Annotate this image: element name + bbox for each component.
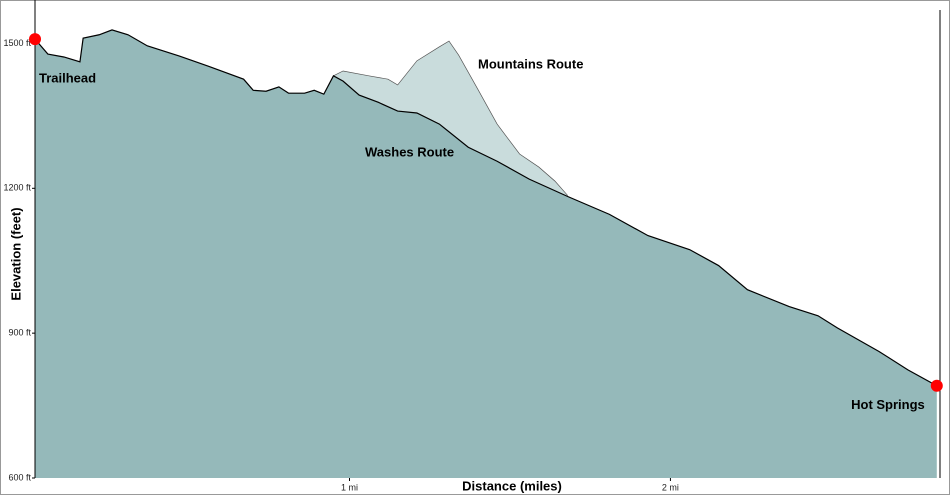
marker: [930, 379, 943, 392]
y-tick-label: 600 ft: [8, 472, 31, 482]
area-outline: [333, 40, 568, 196]
y-tick-label: 900 ft: [8, 328, 31, 338]
area-outline: [34, 29, 938, 387]
y-axis-title: Elevation (feet): [8, 207, 23, 300]
route-label: Mountains Route: [478, 56, 583, 71]
route-label: Washes Route: [365, 144, 454, 159]
y-tick-label: 1500 ft: [3, 38, 31, 48]
area: [35, 29, 937, 478]
marker-label: Trailhead: [39, 71, 96, 86]
x-tick-label: 2 mi: [662, 482, 679, 492]
y-tick-label: 1200 ft: [3, 183, 31, 193]
x-tick-label: 1 mi: [341, 482, 358, 492]
marker: [29, 33, 41, 46]
plot-area: [34, 29, 938, 478]
x-axis-title: Distance (miles): [462, 478, 562, 493]
marker-label: Hot Springs: [851, 397, 925, 412]
